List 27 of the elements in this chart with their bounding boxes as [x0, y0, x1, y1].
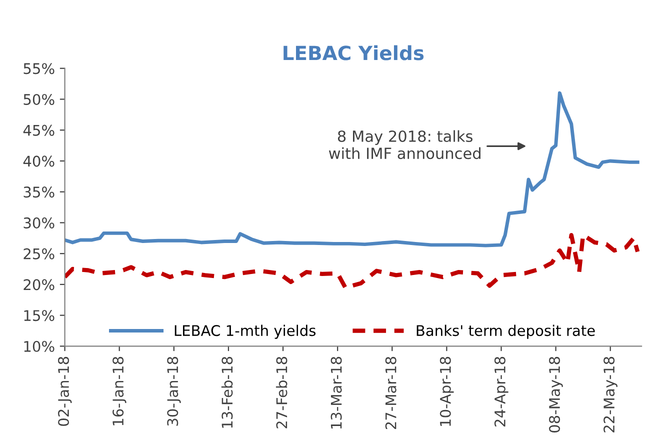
x-tick-label: 02-Jan-18: [58, 356, 72, 426]
y-tick-label: 50%: [24, 94, 54, 105]
chart-title: LEBAC Yields: [284, 45, 424, 60]
y-tick-label: 40%: [23, 156, 54, 167]
x-tick-label: 08-May-18: [548, 356, 563, 432]
x-tick-label: 24-Apr-18: [494, 356, 508, 426]
x-tick-label: 30-Jan-18: [167, 356, 181, 426]
y-tick-label: 45%: [23, 124, 54, 136]
y-tick-label: 30%: [24, 217, 54, 228]
x-tick-label: 16-Jan-18: [112, 356, 126, 426]
y-tick-label: 15%: [24, 310, 54, 322]
y-tick-label: 20%: [24, 279, 54, 290]
x-tick-label: 27-Mar-18: [385, 356, 396, 430]
x-tick-label: 13-Mar-18: [330, 356, 342, 429]
line-series: [64, 91, 640, 248]
legend-label: LEBAC 1-mth yields: [174, 324, 316, 339]
x-tick-label: 13-Feb-18: [221, 356, 233, 428]
y-tick-label: 35%: [24, 186, 54, 198]
y-tick-label: 10%: [24, 340, 54, 352]
line-series: [64, 232, 640, 290]
x-tick-label: 22-May-18: [604, 356, 618, 432]
x-tick-label: 10-Apr-18: [440, 356, 454, 426]
y-tick-label: 25%: [24, 248, 54, 260]
x-tick-label: 27-Feb-18: [276, 356, 288, 428]
annotation: 8 May 2018: talks with IMF announced: [328, 130, 480, 160]
y-tick-label: 55%: [24, 63, 54, 74]
legend-label: Banks' term deposit rate: [416, 324, 595, 339]
